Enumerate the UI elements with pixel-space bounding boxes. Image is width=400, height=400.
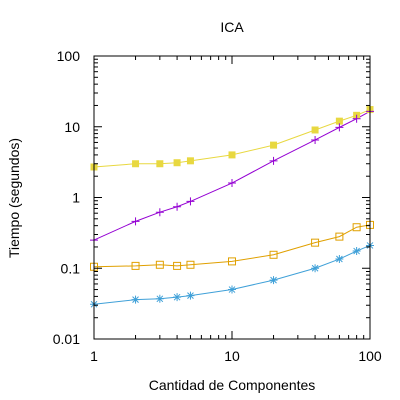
plot-series-markers — [90, 106, 374, 309]
x-tick-label: 1 — [90, 348, 98, 364]
data-point — [131, 261, 140, 270]
y-tick-label: 10 — [64, 119, 80, 135]
data-point — [311, 238, 320, 247]
data-point — [311, 264, 320, 273]
y-tick-label: 0.01 — [53, 331, 80, 347]
data-point — [173, 202, 182, 211]
data-point — [352, 223, 361, 232]
chart-title: ICA — [220, 19, 244, 35]
data-point — [352, 247, 361, 256]
x-tick-label: 100 — [358, 348, 382, 364]
data-point — [269, 250, 278, 259]
data-point — [186, 157, 194, 165]
data-point — [155, 294, 164, 303]
data-point — [269, 276, 278, 285]
y-tick-label: 100 — [57, 48, 81, 64]
data-point — [228, 257, 236, 266]
data-point — [335, 232, 344, 241]
plot-series-lines — [93, 109, 371, 305]
x-axis-title: Cantidad de Componentes — [149, 377, 316, 393]
data-point — [228, 285, 236, 294]
data-point — [173, 261, 182, 270]
data-point — [228, 179, 236, 188]
data-point — [156, 160, 164, 168]
y-tick-label: 1 — [72, 190, 80, 206]
series-line-2 — [93, 224, 371, 268]
x-axis-ticks: 1 10 100 — [90, 56, 382, 364]
series-line-3 — [93, 244, 371, 305]
data-point — [131, 295, 140, 304]
y-tick-label: 0.1 — [61, 260, 81, 276]
data-point — [352, 114, 361, 123]
x-tick-label: 10 — [224, 348, 240, 364]
data-point — [131, 217, 140, 226]
data-point — [311, 135, 320, 144]
data-point — [132, 160, 140, 168]
data-point — [269, 156, 278, 165]
data-point — [155, 260, 164, 269]
data-point — [186, 197, 195, 206]
y-axis-title: Tiempo (segundos) — [6, 138, 22, 258]
data-point — [335, 255, 344, 264]
data-point — [335, 117, 343, 125]
data-point — [335, 123, 344, 132]
y-axis-ticks: 0.01 0.1 1 10 100 — [53, 48, 370, 347]
data-point — [155, 208, 164, 217]
data-point — [228, 151, 236, 159]
data-point — [173, 293, 182, 302]
data-point — [270, 141, 278, 149]
data-point — [186, 291, 195, 300]
data-point — [173, 159, 181, 167]
data-point — [186, 260, 195, 269]
data-point — [311, 126, 319, 134]
